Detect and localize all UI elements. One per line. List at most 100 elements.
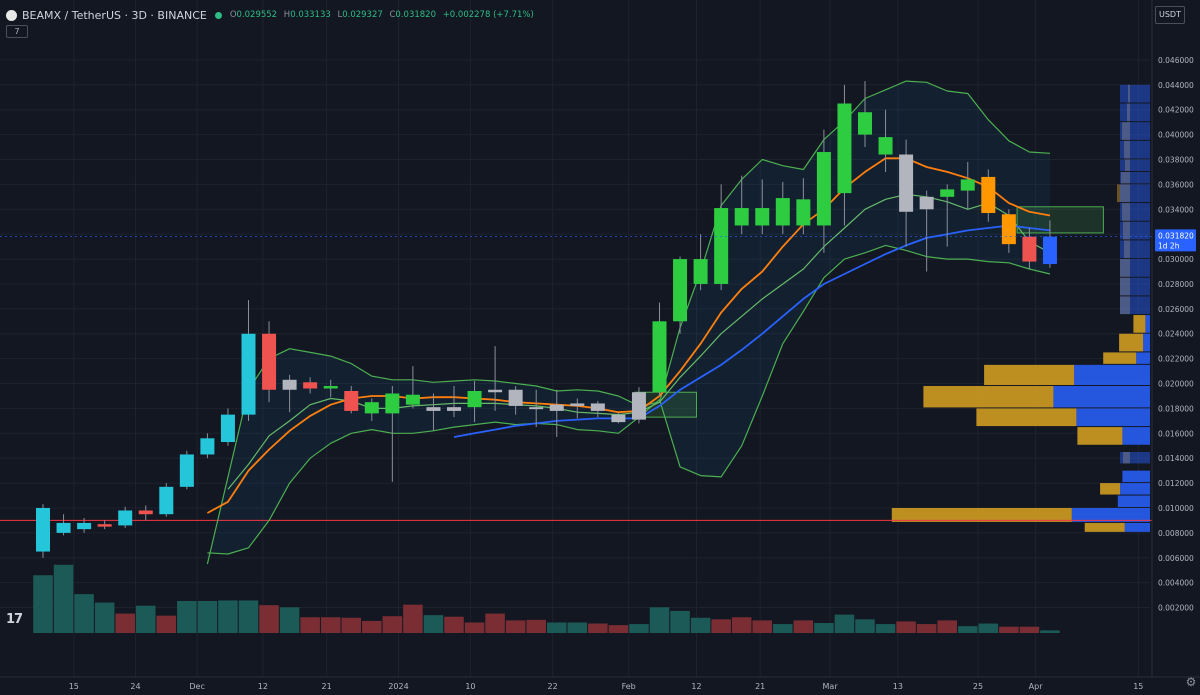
- candle: [241, 333, 256, 415]
- volume-profile-bar: [923, 386, 1054, 408]
- volume-profile-bar: [1121, 171, 1130, 184]
- bollinger-lower-line: [207, 244, 1051, 555]
- volume-bar: [526, 619, 546, 633]
- volume-bar: [608, 625, 629, 633]
- volume-profile-bar: [1122, 122, 1130, 140]
- candle: [282, 379, 297, 390]
- candle: [1022, 236, 1037, 262]
- volume-bar: [135, 605, 156, 633]
- candle: [220, 414, 235, 443]
- volume-bar: [937, 620, 957, 633]
- time-tick-label: 13: [893, 682, 903, 691]
- settings-gear-icon[interactable]: ⚙: [1185, 675, 1197, 689]
- volume-profile-bar: [1145, 315, 1150, 333]
- candle: [159, 486, 174, 515]
- volume-profile-bar: [1103, 352, 1137, 364]
- candle: [796, 199, 811, 226]
- bollinger-band-fill: [207, 81, 1050, 564]
- time-tick-label: 21: [321, 682, 331, 691]
- candle: [426, 407, 441, 411]
- candle: [981, 176, 996, 214]
- volume-profile-bar: [1120, 184, 1150, 203]
- volume-bar: [896, 621, 916, 633]
- candle: [447, 407, 461, 411]
- volume-bar: [320, 617, 341, 633]
- symbol-header: BEAMX / TetherUS · 3D · BINANCE O0.02955…: [6, 6, 538, 24]
- price-tick-label: 0.012000: [1158, 479, 1194, 488]
- volume-profile-bar: [1120, 296, 1130, 315]
- candle: [262, 333, 277, 390]
- volume-bar: [177, 600, 197, 633]
- time-tick-label: 21: [755, 682, 765, 691]
- volume-bar: [978, 623, 999, 633]
- price-tick-label: 0.014000: [1158, 454, 1194, 463]
- volume-profile-bar: [1122, 203, 1130, 221]
- currency-selector[interactable]: USDT: [1155, 6, 1185, 24]
- volume-profile-bar: [1125, 159, 1130, 171]
- price-tick-label: 0.018000: [1158, 404, 1194, 413]
- volume-profile-bar: [1071, 507, 1150, 522]
- ohlc-readout: O0.029552 H0.033133 L0.029327 C0.031820 …: [229, 10, 534, 20]
- volume-profile-bar: [1077, 427, 1123, 445]
- volume-profile-bar: [1133, 315, 1146, 333]
- volume-bar: [957, 626, 978, 633]
- candle: [467, 390, 482, 408]
- time-tick-label: Mar: [823, 682, 839, 691]
- volume-profile-bar: [1120, 84, 1150, 103]
- time-tick-label: 10: [465, 682, 475, 691]
- volume-bar: [94, 602, 115, 633]
- price-tick-label: 0.010000: [1158, 504, 1194, 513]
- candle: [816, 152, 831, 226]
- candle: [611, 414, 626, 423]
- volume-profile-bar: [1120, 451, 1150, 464]
- candle: [508, 389, 523, 406]
- price-tick-label: 0.044000: [1158, 81, 1194, 90]
- volume-profile-bar: [1120, 277, 1130, 296]
- volume-profile-bar: [891, 507, 1072, 522]
- price-axis-bg: [1152, 0, 1200, 695]
- volume-bar: [197, 600, 218, 633]
- volume-profile-bar: [1120, 203, 1150, 221]
- candle: [734, 208, 749, 226]
- volume-bar: [156, 615, 177, 633]
- volume-bar: [218, 600, 238, 633]
- volume-profile-bar: [1120, 122, 1150, 140]
- support-zone: [1016, 206, 1104, 234]
- volume-bar: [567, 622, 588, 633]
- volume-profile-bar: [1120, 240, 1150, 259]
- volume-profile-bar: [1120, 103, 1150, 122]
- candle: [1042, 236, 1057, 265]
- volume-bar: [793, 620, 814, 633]
- volume-bar: [485, 613, 505, 633]
- price-tick-label: 0.030000: [1158, 255, 1194, 264]
- price-tick-label: 0.024000: [1158, 330, 1194, 339]
- candle: [919, 196, 934, 210]
- candle: [118, 510, 133, 526]
- volume-profile-bar: [1119, 333, 1144, 352]
- volume-bar: [834, 614, 855, 633]
- candle: [200, 438, 215, 455]
- volume-profile-bar: [1120, 483, 1150, 495]
- volume-bar: [238, 600, 259, 633]
- indicators-toggle-button[interactable]: 7: [6, 25, 28, 38]
- price-tick-label: 0.046000: [1158, 56, 1194, 65]
- candle: [631, 392, 646, 420]
- price-tick-label: 0.004000: [1158, 579, 1194, 588]
- symbol-title[interactable]: BEAMX / TetherUS · 3D · BINANCE: [22, 8, 207, 22]
- volume-profile-bar: [1100, 483, 1121, 495]
- volume-profile-bar: [1127, 103, 1130, 122]
- volume-profile-bar: [976, 408, 1077, 427]
- candle: [673, 259, 688, 322]
- candle: [775, 198, 790, 226]
- volume-bar: [464, 622, 485, 633]
- candle: [714, 208, 729, 284]
- volume-profile-bar: [1120, 159, 1150, 171]
- time-tick-label: Apr: [1029, 682, 1044, 691]
- volume-profile-bar: [984, 364, 1075, 386]
- sma-line: [453, 224, 1051, 438]
- candle: [138, 510, 153, 515]
- market-status-icon[interactable]: [214, 11, 222, 19]
- time-tick-label: 22: [548, 682, 558, 691]
